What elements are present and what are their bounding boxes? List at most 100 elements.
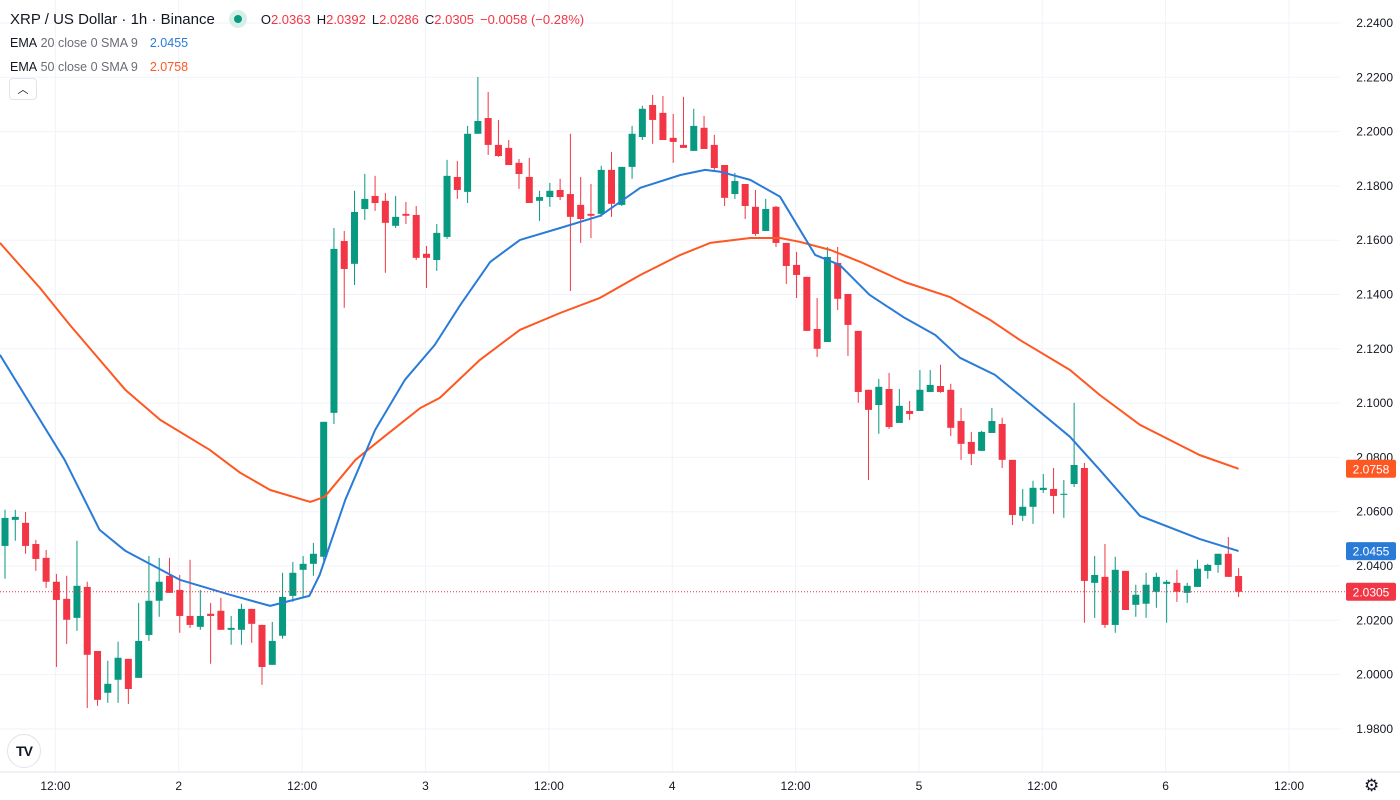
candle xyxy=(22,511,30,554)
candle xyxy=(988,407,996,433)
ema20-line xyxy=(0,168,1239,607)
price-tick-label: 2.1400 xyxy=(1356,288,1393,302)
candle xyxy=(978,430,986,451)
ema20-price-label: 2.0455 xyxy=(1346,542,1396,561)
candle xyxy=(751,189,759,236)
price-tick-label: 2.1600 xyxy=(1356,233,1393,247)
candle-body xyxy=(94,650,102,700)
candle-body xyxy=(957,421,965,444)
candle-body xyxy=(1080,467,1088,581)
candle-body xyxy=(1224,553,1232,577)
symbol-title[interactable]: XRP / US Dollar · 1h · Binance xyxy=(10,10,215,28)
candle xyxy=(936,364,944,393)
candle-body xyxy=(854,330,862,392)
time-tick-label: 6 xyxy=(1162,779,1169,793)
candle xyxy=(320,421,328,561)
tradingview-logo[interactable]: TV xyxy=(7,734,41,768)
candle xyxy=(145,555,153,641)
indicator-value: 2.0455 xyxy=(149,36,189,50)
candle xyxy=(1173,569,1181,602)
collapse-legend-button[interactable]: ︿ xyxy=(9,78,37,100)
current-price-label-box xyxy=(1346,582,1396,601)
price-tick-label: 2.0000 xyxy=(1356,668,1393,682)
candle xyxy=(63,575,71,644)
candle xyxy=(700,115,708,149)
candle xyxy=(638,105,646,141)
close-label: C xyxy=(424,11,435,27)
candle xyxy=(597,165,605,217)
candle-body xyxy=(865,389,873,410)
candle xyxy=(556,178,564,201)
price-tick-label: 2.1800 xyxy=(1356,179,1393,193)
candle xyxy=(967,431,975,466)
candle-body xyxy=(494,144,502,157)
change-value: −0.0058 (−0.28%) xyxy=(480,11,585,27)
candle xyxy=(248,608,256,643)
candle-body xyxy=(299,563,307,570)
candle-body xyxy=(895,405,903,423)
candle-body xyxy=(690,125,698,151)
candle xyxy=(1122,570,1130,610)
candle-body xyxy=(124,658,132,689)
market-status-icon[interactable] xyxy=(228,10,247,28)
candle xyxy=(155,557,163,617)
candle xyxy=(577,176,585,243)
candle-body xyxy=(340,241,348,269)
candle-body xyxy=(484,118,492,145)
candle xyxy=(114,641,122,703)
candle-body xyxy=(227,627,235,630)
close-value: 2.0305 xyxy=(434,11,475,27)
candle xyxy=(875,378,883,434)
candle-body xyxy=(546,190,554,198)
gear-icon[interactable]: ⚙ xyxy=(1364,776,1380,795)
candle xyxy=(186,559,194,628)
candle-body xyxy=(279,596,287,636)
candle-body xyxy=(1008,459,1016,515)
candle xyxy=(710,134,718,170)
time-tick-label: 12:00 xyxy=(1274,779,1304,793)
indicator-ema50[interactable]: EMA 50 close 0 SMA 9 2.0758 xyxy=(10,55,590,79)
candle xyxy=(772,205,780,247)
low-label: L xyxy=(371,11,380,27)
price-tick-label: 2.1200 xyxy=(1356,342,1393,356)
indicator-ema20[interactable]: EMA 20 close 0 SMA 9 2.0455 xyxy=(10,31,590,55)
candle-body xyxy=(936,385,944,392)
candle xyxy=(525,157,533,204)
candle xyxy=(813,298,821,357)
candle-body xyxy=(916,389,924,411)
time-tick-label: 2 xyxy=(175,779,182,793)
candle-body xyxy=(453,176,461,190)
candle xyxy=(885,372,893,429)
candle xyxy=(268,621,276,665)
candle xyxy=(834,246,842,310)
candle-body xyxy=(608,169,616,204)
price-tick-label: 2.1000 xyxy=(1356,396,1393,410)
indicator-params: 20 close 0 SMA 9 xyxy=(40,36,138,50)
candle xyxy=(1235,568,1243,597)
candle-body xyxy=(268,640,276,665)
indicator-name: EMA xyxy=(10,60,38,74)
candle xyxy=(464,125,472,204)
candle xyxy=(741,183,749,220)
chevron-up-icon: ︿ xyxy=(17,84,29,96)
candle xyxy=(865,389,873,480)
candle xyxy=(412,205,420,261)
price-axis[interactable]: 2.2400 2.2200 2.2000 2.1800 2.1600 2.1400 2.12… xyxy=(1356,16,1393,736)
candle-body xyxy=(566,194,574,217)
candle-body xyxy=(186,615,194,625)
candle xyxy=(536,190,544,221)
candle-body xyxy=(237,608,245,630)
candle-body xyxy=(1142,584,1150,604)
candle xyxy=(433,223,441,271)
candle-body xyxy=(176,589,184,616)
candle-body xyxy=(1214,553,1222,565)
candle-body xyxy=(793,264,801,275)
time-axis[interactable]: 12:00 2 12:00 3 12:00 4 12:00 5 12:00 6 12:00 xyxy=(40,779,1304,793)
candle-body xyxy=(751,206,759,234)
candle xyxy=(721,164,729,206)
candle xyxy=(1132,584,1140,617)
candle-body xyxy=(906,410,914,414)
candle-body xyxy=(1039,487,1047,490)
time-tick-label: 4 xyxy=(669,779,676,793)
